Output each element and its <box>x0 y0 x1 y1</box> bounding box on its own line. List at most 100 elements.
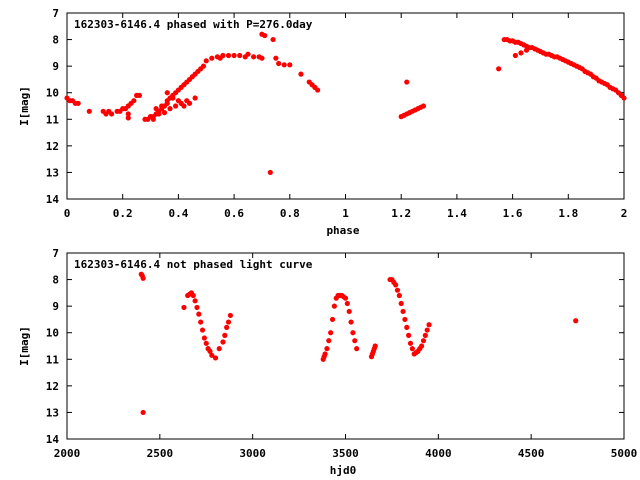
x-tick-label: 0 <box>64 207 71 220</box>
data-point <box>324 346 330 352</box>
data-point <box>178 100 184 106</box>
x-tick-label: 1.4 <box>447 207 467 220</box>
data-point <box>331 303 337 309</box>
data-point <box>156 111 162 117</box>
x-tick-label: 1 <box>342 207 349 220</box>
data-point <box>192 298 198 304</box>
data-point <box>328 330 334 336</box>
y-tick-label: 13 <box>46 166 59 179</box>
data-point <box>181 304 187 311</box>
data-point <box>276 60 282 67</box>
y-tick-label: 14 <box>46 193 60 206</box>
data-point <box>267 169 273 176</box>
x-tick-label: 0.2 <box>113 207 133 220</box>
x-tick-label: 0.8 <box>280 207 300 220</box>
data-point <box>573 318 579 324</box>
x-tick-label: 3500 <box>332 447 359 460</box>
x-tick-label: 0.4 <box>168 207 188 220</box>
data-point <box>419 343 425 349</box>
data-point <box>326 338 332 344</box>
data-point <box>281 62 287 68</box>
y-axis-label: I[mag] <box>18 326 31 366</box>
data-point <box>354 346 360 352</box>
y-tick-label: 12 <box>46 380 59 393</box>
data-point <box>184 98 190 104</box>
y-tick-label: 9 <box>52 60 59 73</box>
x-tick-label: 2 <box>621 207 628 220</box>
x-axis-label: hjd0 <box>330 464 357 477</box>
plot-frame <box>66 12 625 200</box>
data-point <box>140 409 146 416</box>
y-tick-label: 10 <box>46 87 59 100</box>
x-tick-label: 4500 <box>518 447 545 460</box>
data-points <box>138 271 579 416</box>
data-point <box>512 52 518 59</box>
x-tick-label: 1.8 <box>558 207 578 220</box>
plot-frame <box>66 252 625 440</box>
data-point <box>164 90 170 96</box>
data-point <box>496 66 502 72</box>
data-point <box>329 316 336 323</box>
data-point <box>150 116 156 122</box>
data-point <box>190 292 196 299</box>
phased-light-curve-panel: 162303-6146.4 phased with P=276.0day pha… <box>18 7 627 237</box>
data-point <box>131 98 137 104</box>
y-tick-label: 10 <box>46 327 59 340</box>
unphased-light-curve-panel: 162303-6146.4 not phased light curve hjd… <box>18 247 637 477</box>
y-tick-label: 8 <box>52 274 59 287</box>
x-tick-label: 2000 <box>54 447 81 460</box>
data-point <box>153 106 159 112</box>
data-point <box>86 108 92 114</box>
data-point <box>203 340 209 346</box>
x-tick-label: 2500 <box>147 447 174 460</box>
x-tick-label: 1.2 <box>391 207 411 220</box>
data-point <box>209 352 215 358</box>
data-point <box>420 338 427 344</box>
data-point <box>396 292 402 299</box>
data-point <box>194 304 200 311</box>
data-point <box>164 100 170 106</box>
data-point <box>394 287 401 293</box>
data-point <box>352 338 358 344</box>
data-point <box>203 58 209 64</box>
data-point <box>245 51 251 57</box>
data-point <box>259 55 265 61</box>
y-axis-label: I[mag] <box>18 86 31 126</box>
data-point <box>199 327 206 333</box>
data-point <box>287 62 293 68</box>
data-point <box>136 92 143 98</box>
data-point <box>224 324 230 330</box>
data-point <box>372 343 378 349</box>
data-point <box>404 324 410 330</box>
data-point <box>409 346 415 352</box>
data-point <box>198 319 204 325</box>
x-tick-label: 5000 <box>611 447 638 460</box>
y-tick-label: 7 <box>52 7 59 20</box>
data-point <box>75 100 81 106</box>
chart-title: 162303-6146.4 not phased light curve <box>74 258 313 271</box>
data-point <box>201 335 207 341</box>
data-point <box>393 282 399 288</box>
data-point <box>298 71 304 77</box>
y-tick-label: 13 <box>46 406 59 419</box>
data-point <box>225 52 232 59</box>
y-tick-label: 11 <box>46 353 60 366</box>
data-point <box>217 55 223 61</box>
data-point <box>348 319 354 325</box>
data-point <box>407 340 414 346</box>
data-point <box>420 103 427 109</box>
data-point <box>273 55 279 61</box>
data-point <box>225 319 232 325</box>
data-point <box>212 355 219 361</box>
data-point <box>424 327 430 333</box>
data-point <box>250 54 257 60</box>
data-point <box>404 79 410 85</box>
x-tick-label: 0.6 <box>224 207 244 220</box>
data-point <box>402 316 408 323</box>
data-point <box>422 332 428 338</box>
data-point <box>344 300 350 307</box>
data-point <box>222 332 228 338</box>
data-point <box>621 95 627 101</box>
data-point <box>322 351 328 357</box>
